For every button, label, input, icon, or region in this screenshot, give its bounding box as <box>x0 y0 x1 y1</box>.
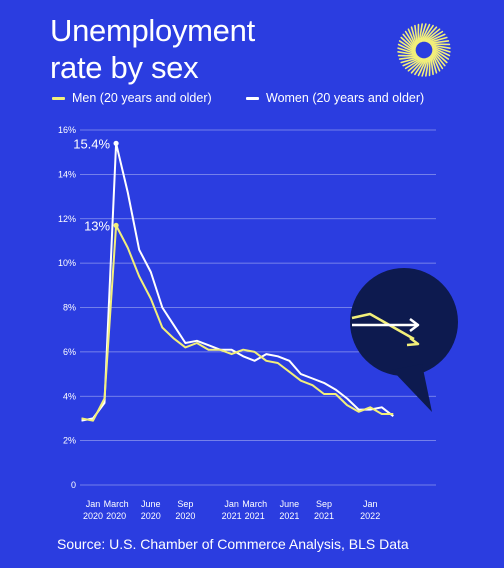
peak-marker <box>113 222 119 229</box>
logo-ray <box>421 24 434 42</box>
x-tick-label: 2021 <box>245 511 265 521</box>
women-arrowhead <box>409 318 420 332</box>
x-tick-label: Sep <box>177 499 193 509</box>
x-tick-label: June <box>280 499 300 509</box>
x-tick-label: 2022 <box>360 511 380 521</box>
y-tick-label: 16% <box>58 125 76 135</box>
logo-ray <box>414 58 427 76</box>
title-line-1: Unemployment <box>50 13 255 48</box>
logo-ray <box>430 44 451 49</box>
legend-swatch-men <box>52 96 65 100</box>
logo-ray <box>431 52 441 72</box>
logo-ray <box>424 28 441 42</box>
x-axis-ticks: Jan2020March2020June2020Sep2020Jan2021Ma… <box>83 499 380 521</box>
x-tick-label: 2020 <box>106 511 126 521</box>
logo-ray <box>430 55 434 76</box>
logo-ray <box>418 23 423 44</box>
y-tick-label: 14% <box>58 169 76 179</box>
page-title: Unemployment rate by sex <box>50 12 255 86</box>
x-tick-label: 2021 <box>279 511 299 521</box>
x-tick-label: 2020 <box>175 511 195 521</box>
y-tick-label: 4% <box>63 391 76 401</box>
crossing-arrows-icon <box>351 312 420 347</box>
logo-ray <box>400 56 420 64</box>
logo-ray <box>402 57 422 67</box>
logo-ray <box>431 46 451 57</box>
logo-ray <box>432 50 446 67</box>
logo-ray <box>397 51 418 56</box>
x-tick-label: 2021 <box>314 511 334 521</box>
logo-ray <box>414 24 418 45</box>
x-tick-label: March <box>242 499 267 509</box>
peak-marker <box>113 140 119 146</box>
logo-ray <box>432 49 448 64</box>
callout-circle <box>350 268 458 376</box>
logo-ray <box>400 36 416 51</box>
men-arrowhead <box>406 337 420 347</box>
peak-label: 13% <box>84 218 110 233</box>
logo-ray <box>404 57 423 70</box>
logo-ray <box>431 51 444 70</box>
logo-ray <box>397 47 417 55</box>
logo-ray <box>407 28 417 48</box>
y-tick-label: 6% <box>63 347 76 357</box>
logo-ray <box>420 23 431 43</box>
logo-ray <box>432 47 450 60</box>
x-tick-label: Jan <box>86 499 101 509</box>
men-trend-arrow <box>351 312 415 341</box>
logo-ray <box>404 30 417 49</box>
title-line-2: rate by sex <box>50 50 199 85</box>
x-tick-label: Sep <box>316 499 332 509</box>
logo-ray <box>431 45 451 53</box>
logo-ray <box>421 57 429 77</box>
logo-ray <box>410 26 418 46</box>
logo-ray <box>428 36 448 44</box>
callout-tail <box>392 364 432 412</box>
series-lines <box>81 142 394 422</box>
logo-ray <box>430 54 438 74</box>
y-axis-ticks: 0 2% 4% 6% 8% 10% 12% 14% 16% <box>58 125 76 490</box>
trend-callout-bubble <box>350 268 458 412</box>
series-line-women <box>81 142 394 422</box>
logo-ray <box>425 30 444 43</box>
x-tick-label: Jan <box>224 499 239 509</box>
y-tick-label: 10% <box>58 258 76 268</box>
y-tick-label: 8% <box>63 303 76 313</box>
y-tick-label: 2% <box>63 436 76 446</box>
peak-annotations: 15.4% 13% <box>73 136 119 233</box>
logo-ray <box>423 26 438 42</box>
x-tick-label: March <box>104 499 129 509</box>
logo-ray <box>407 58 424 72</box>
grid-lines <box>80 129 436 486</box>
logo-ray <box>429 40 450 44</box>
logo-ray <box>398 56 419 60</box>
series-line-men <box>81 224 394 422</box>
peak-label: 15.4% <box>73 136 110 151</box>
logo-ray <box>410 58 425 74</box>
y-tick-label: 0 <box>71 480 76 490</box>
legend-label-women: Women (20 years and older) <box>266 91 425 105</box>
y-tick-label: 12% <box>58 214 76 224</box>
logo-ray <box>426 33 446 43</box>
logo-ray <box>417 57 428 77</box>
x-tick-label: 2020 <box>141 511 161 521</box>
legend-item-men: Men (20 years and older) <box>52 91 212 105</box>
sunburst-logo-icon <box>397 23 451 77</box>
logo-ray <box>425 56 430 77</box>
legend-label-men: Men (20 years and older) <box>72 91 212 105</box>
x-tick-label: Jan <box>363 499 378 509</box>
x-tick-label: 2020 <box>83 511 103 521</box>
logo-ray <box>397 43 417 54</box>
logo-ray <box>398 40 416 53</box>
x-tick-label: 2021 <box>222 511 242 521</box>
x-tick-label: June <box>141 499 161 509</box>
logo-ray <box>419 23 427 43</box>
legend-item-women: Women (20 years and older) <box>246 91 424 105</box>
source-note: Source: U.S. Chamber of Commerce Analysi… <box>57 536 409 552</box>
logo-ray <box>402 33 416 50</box>
legend-swatch-women <box>246 96 259 100</box>
